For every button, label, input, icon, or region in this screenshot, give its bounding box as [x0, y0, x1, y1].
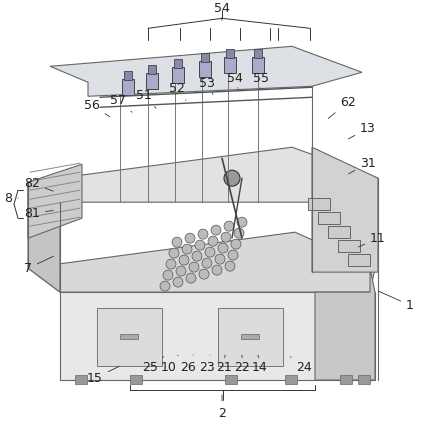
Circle shape [231, 239, 241, 249]
Bar [308, 198, 330, 210]
Text: 11: 11 [358, 232, 386, 247]
Circle shape [225, 261, 235, 271]
Bar [348, 254, 370, 266]
Text: 25: 25 [142, 357, 164, 374]
Circle shape [224, 170, 240, 186]
Bar [252, 57, 264, 73]
Text: 2: 2 [218, 395, 226, 419]
Bar [226, 49, 234, 58]
Bar [225, 375, 237, 384]
Circle shape [228, 250, 238, 260]
Circle shape [215, 254, 225, 264]
Circle shape [172, 237, 182, 247]
Text: 53: 53 [199, 77, 215, 94]
Text: 55: 55 [253, 72, 269, 88]
Text: 22: 22 [234, 355, 250, 374]
Polygon shape [28, 232, 375, 292]
Circle shape [205, 247, 215, 257]
Bar [201, 53, 209, 62]
Text: 10: 10 [161, 355, 178, 374]
Circle shape [211, 225, 221, 235]
Circle shape [176, 266, 186, 276]
Circle shape [192, 251, 202, 261]
Bar [172, 67, 184, 83]
Bar [146, 73, 158, 89]
Circle shape [199, 269, 209, 279]
Circle shape [224, 221, 234, 231]
Text: 24: 24 [290, 357, 312, 374]
Text: 52: 52 [169, 82, 186, 100]
Circle shape [237, 217, 247, 227]
Bar [328, 226, 350, 238]
Polygon shape [28, 147, 378, 202]
Circle shape [212, 265, 222, 275]
Text: 54: 54 [214, 2, 230, 20]
Text: 13: 13 [349, 122, 376, 139]
Circle shape [166, 259, 176, 269]
Bar [122, 79, 134, 95]
Bar [358, 375, 370, 384]
Text: 56: 56 [84, 99, 110, 117]
Bar [130, 375, 142, 384]
Circle shape [234, 228, 244, 238]
Text: 57: 57 [110, 94, 132, 112]
Polygon shape [50, 46, 362, 96]
Text: 54: 54 [227, 72, 243, 88]
Text: 1: 1 [379, 291, 414, 312]
Polygon shape [28, 182, 60, 292]
Bar [124, 71, 132, 80]
Text: 62: 62 [328, 96, 356, 119]
Circle shape [189, 262, 199, 272]
Polygon shape [315, 268, 375, 380]
Text: 81: 81 [24, 207, 53, 220]
Bar [254, 49, 262, 58]
Circle shape [202, 258, 212, 268]
Text: 14: 14 [252, 355, 268, 374]
Text: 23: 23 [199, 355, 215, 374]
Circle shape [195, 240, 205, 250]
Circle shape [185, 233, 195, 243]
Text: 26: 26 [180, 355, 196, 374]
Circle shape [218, 243, 228, 253]
Circle shape [186, 273, 196, 283]
Bar [60, 292, 375, 380]
Bar [75, 375, 87, 384]
Bar [340, 375, 352, 384]
Bar [199, 61, 211, 77]
Polygon shape [312, 147, 378, 272]
Bar [285, 375, 297, 384]
Text: 8: 8 [4, 192, 18, 205]
Bar [148, 65, 156, 74]
Circle shape [173, 277, 183, 287]
Circle shape [208, 236, 218, 246]
Text: 21: 21 [216, 355, 232, 374]
Bar [241, 334, 259, 339]
Circle shape [198, 229, 208, 239]
Text: 15: 15 [87, 366, 119, 385]
Bar [318, 212, 340, 224]
Bar [218, 308, 283, 366]
Bar [120, 334, 138, 339]
Circle shape [182, 244, 192, 254]
Bar [97, 308, 162, 366]
Circle shape [169, 248, 179, 258]
Bar [174, 60, 182, 68]
Bar [338, 240, 360, 252]
Circle shape [163, 270, 173, 280]
Circle shape [179, 255, 189, 265]
Circle shape [160, 281, 170, 291]
Bar [224, 57, 236, 73]
Polygon shape [28, 164, 82, 238]
Text: 31: 31 [349, 157, 376, 174]
Circle shape [221, 232, 231, 242]
Text: 82: 82 [24, 177, 53, 191]
Text: 7: 7 [24, 256, 53, 275]
Text: 51: 51 [136, 89, 156, 108]
